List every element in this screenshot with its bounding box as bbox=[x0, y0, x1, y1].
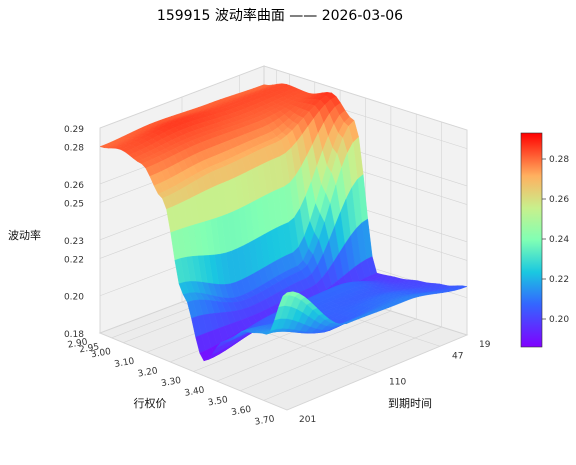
colorbar-tick-label: 0.20 bbox=[549, 315, 569, 325]
z-tick-label: 0.29 bbox=[64, 125, 84, 135]
colorbar-tick-label: 0.28 bbox=[549, 155, 569, 165]
colorbar-tick-label: 0.24 bbox=[549, 235, 569, 245]
volatility-surface bbox=[99, 83, 468, 362]
x-tick-label: 3.00 bbox=[90, 347, 112, 360]
x-tick-label: 3.50 bbox=[207, 395, 229, 408]
surface-patch bbox=[282, 291, 294, 297]
x-tick-label: 2.95 bbox=[79, 342, 100, 355]
colorbar-ticks: 0.20 0.22 0.24 0.26 0.28 bbox=[542, 155, 569, 325]
colorbar bbox=[520, 132, 543, 348]
z-tick-label: 0.26 bbox=[64, 181, 84, 191]
z-tick-label: 0.22 bbox=[64, 255, 84, 265]
z-tick-label: 0.20 bbox=[64, 293, 84, 303]
y-axis-label: 到期时间 bbox=[388, 397, 432, 410]
x-tick-label: 3.40 bbox=[184, 385, 206, 398]
x-tick-label: 3.10 bbox=[114, 357, 136, 370]
axis-ticks: 2.902.953.003.103.203.303.403.503.603.70… bbox=[64, 125, 491, 428]
x-tick-label: 3.60 bbox=[231, 405, 253, 418]
y-tick-label: 19 bbox=[479, 340, 491, 350]
x-tick-label: 3.20 bbox=[137, 366, 159, 379]
x-tick-label: 3.30 bbox=[160, 376, 182, 389]
x-axis-label: 行权价 bbox=[134, 397, 167, 410]
z-tick-label: 0.18 bbox=[64, 330, 84, 340]
z-tick-label: 0.25 bbox=[64, 200, 84, 210]
z-tick-label: 0.23 bbox=[64, 237, 84, 247]
grid-line bbox=[99, 65, 468, 131]
z-axis-label: 波动率 bbox=[8, 228, 41, 242]
y-tick-label: 201 bbox=[299, 415, 316, 425]
x-tick-label: 3.70 bbox=[254, 414, 276, 427]
z-tick-label: 0.28 bbox=[64, 144, 84, 154]
y-tick-label: 47 bbox=[452, 351, 463, 361]
chart-title: 159915 波动率曲面 —— 2026-03-06 bbox=[157, 7, 403, 24]
colorbar-tick-label: 0.26 bbox=[549, 195, 569, 205]
x-tick-label: 2.90 bbox=[67, 337, 89, 350]
colorbar-tick-label: 0.22 bbox=[549, 275, 569, 285]
y-tick-label: 110 bbox=[389, 378, 406, 388]
